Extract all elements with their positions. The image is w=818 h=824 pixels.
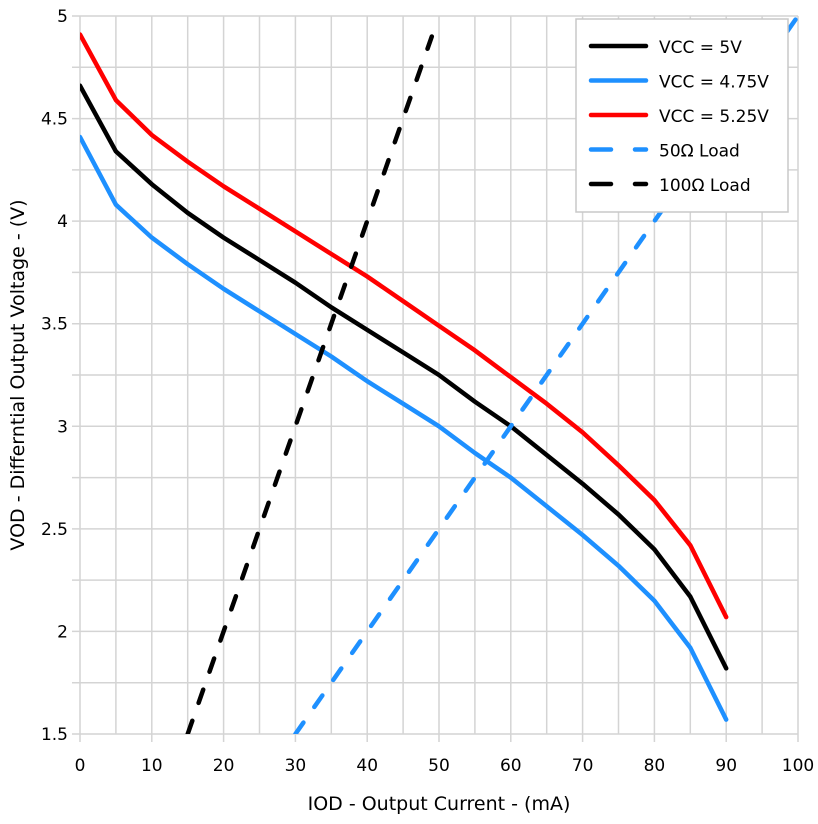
tick-labels: 0 10 20 30 40 50 60 70 80 90 100 1.5 2 2.5 3 3.5 4 4.5 5 xyxy=(41,7,814,776)
legend: VCC = 5V VCC = 4.75V VCC = 5.25V 50Ω Load 10… xyxy=(575,18,789,213)
y-tick-label: 5 xyxy=(57,7,68,27)
y-tick-label: 2 xyxy=(57,622,68,642)
x-tick-label: 80 xyxy=(644,756,666,776)
y-tick-label: 4.5 xyxy=(41,110,68,130)
legend-label: VCC = 4.75V xyxy=(659,73,769,93)
y-tick-label: 4 xyxy=(57,212,68,232)
x-tick-label: 10 xyxy=(141,756,163,776)
x-tick-label: 30 xyxy=(285,756,307,776)
x-tick-label: 0 xyxy=(75,756,86,776)
x-tick-label: 50 xyxy=(428,756,450,776)
series-line-4 xyxy=(185,34,435,734)
x-tick-label: 20 xyxy=(213,756,235,776)
legend-label: 50Ω Load xyxy=(659,142,740,162)
x-tick-label: 40 xyxy=(356,756,378,776)
series-line-1 xyxy=(80,134,729,722)
series-line-0 xyxy=(80,83,729,671)
legend-label: VCC = 5V xyxy=(659,38,742,58)
legend-label: 100Ω Load xyxy=(659,176,751,196)
series-line-2 xyxy=(80,32,729,620)
y-tick-label: 3 xyxy=(57,417,68,437)
y-tick-label: 1.5 xyxy=(41,725,68,745)
legend-label: VCC = 5.25V xyxy=(659,107,769,127)
y-tick-label: 2.5 xyxy=(41,520,68,540)
x-tick-label: 70 xyxy=(572,756,594,776)
x-tick-label: 60 xyxy=(500,756,522,776)
y-axis-label: VOD - Differntial Output Voltage - (V) xyxy=(7,199,29,550)
x-axis-label: IOD - Output Current - (mA) xyxy=(308,793,571,815)
x-tick-label: 90 xyxy=(715,756,737,776)
y-tick-label: 3.5 xyxy=(41,315,68,335)
x-tick-label: 100 xyxy=(782,756,814,776)
